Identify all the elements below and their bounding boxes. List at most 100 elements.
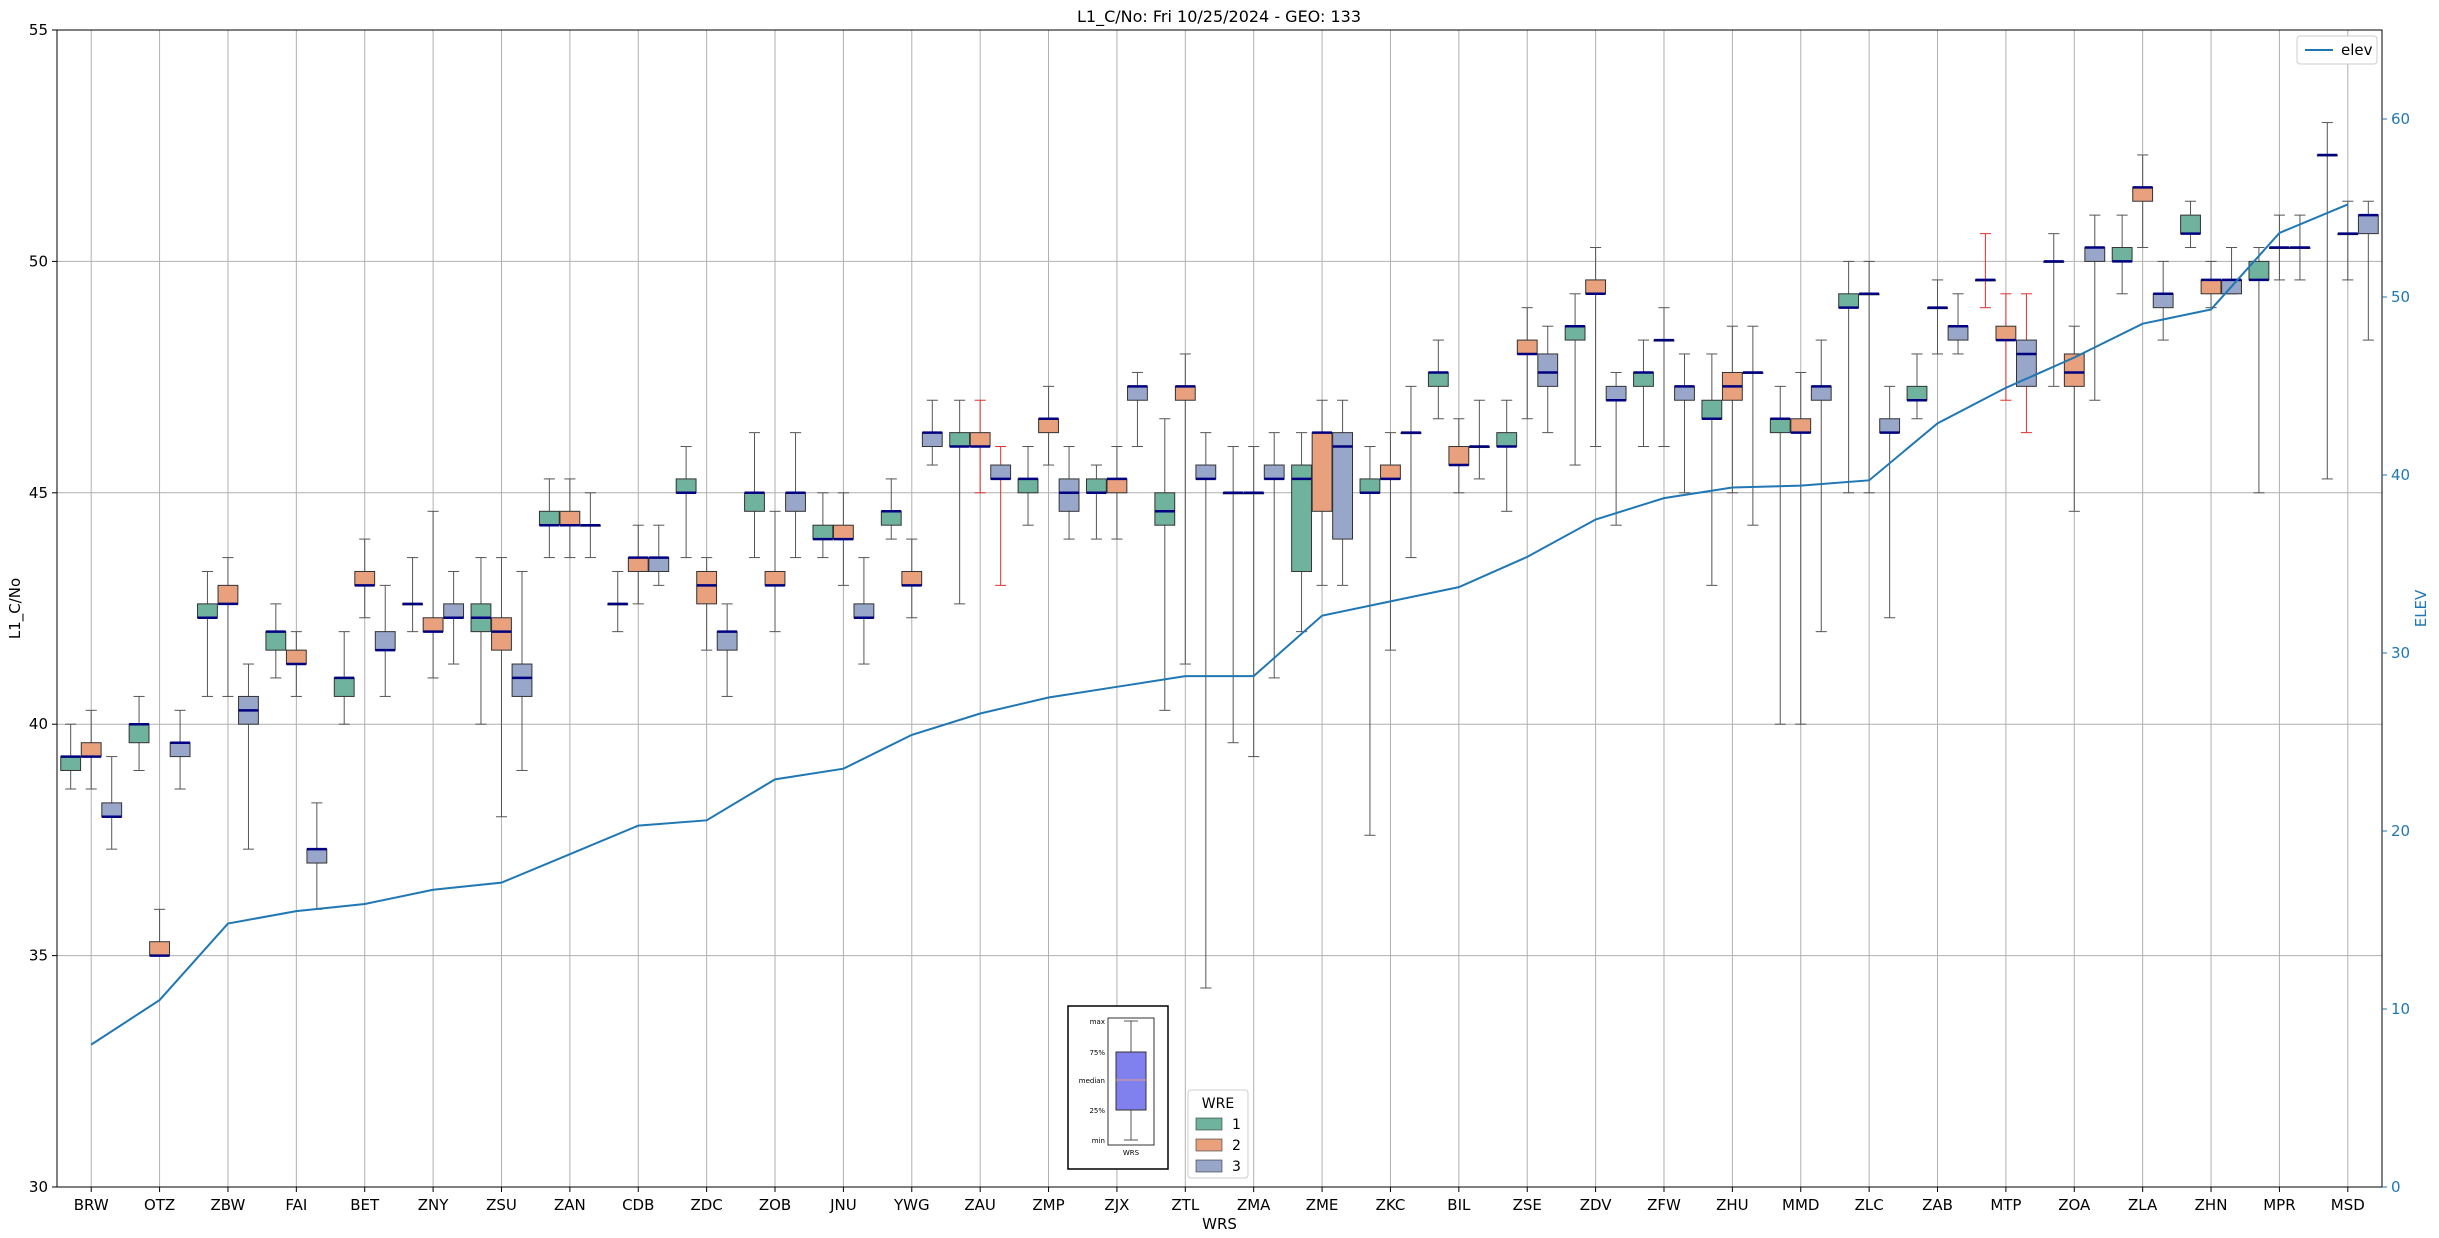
box xyxy=(374,631,396,651)
box-series-3 xyxy=(374,584,396,697)
box xyxy=(1263,464,1285,480)
box-series-3 xyxy=(1468,399,1490,480)
box-series-2 xyxy=(764,510,786,633)
box xyxy=(648,557,670,572)
box-series-3 xyxy=(1605,371,1627,526)
box xyxy=(1995,325,2017,341)
x-tick-label: CDB xyxy=(622,1196,654,1214)
box-series-1 xyxy=(265,603,287,679)
box-series-2 xyxy=(2337,200,2359,281)
y2-tick-label: 40 xyxy=(2391,466,2410,484)
box-series-1 xyxy=(1974,233,1996,309)
x-tick-label: MPR xyxy=(2263,1196,2295,1214)
box xyxy=(1427,371,1449,387)
box-series-2 xyxy=(491,557,512,818)
box xyxy=(1085,478,1107,494)
box-series-3 xyxy=(2152,260,2174,341)
box xyxy=(2132,186,2154,202)
box-series-2 xyxy=(969,399,991,494)
x-tick-label: ZLC xyxy=(1855,1196,1884,1214)
box xyxy=(785,492,806,512)
box-series-2 xyxy=(1927,279,1948,355)
box xyxy=(812,524,834,540)
box-series-2 xyxy=(1995,293,2017,401)
box xyxy=(1332,432,1354,540)
elev-line xyxy=(90,203,2349,1046)
box xyxy=(716,631,738,651)
box-series-2 xyxy=(1585,247,1607,448)
x-tick-label: ZBW xyxy=(211,1196,246,1214)
box xyxy=(1291,464,1312,572)
x-axis-label: WRS xyxy=(1202,1215,1237,1233)
plot-area xyxy=(60,122,2379,989)
box-series-1 xyxy=(744,432,765,559)
box-series-2 xyxy=(354,538,376,619)
inset-xlabel: WRS xyxy=(1123,1149,1140,1157)
x-tick-label: BET xyxy=(350,1196,380,1214)
x-tick-label: ZKC xyxy=(1376,1196,1406,1214)
y2-tick-label: 50 xyxy=(2391,288,2410,306)
legend-wre-label: 1 xyxy=(1232,1117,1241,1133)
x-tick-label: ZSU xyxy=(486,1196,517,1214)
box-series-2 xyxy=(149,908,170,957)
box xyxy=(1838,293,1860,309)
box xyxy=(2063,353,2085,387)
box-series-3 xyxy=(1810,339,1832,633)
box-series-1 xyxy=(1359,446,1381,836)
box xyxy=(149,941,170,957)
y2-axis-label: ELEV xyxy=(2412,589,2430,627)
box-series-2 xyxy=(1243,446,1265,758)
box xyxy=(949,432,971,448)
y-tick-label: 35 xyxy=(29,947,48,965)
x-tick-label: BIL xyxy=(1447,1196,1471,1214)
x-tick-label: OTZ xyxy=(144,1196,175,1214)
box-series-2 xyxy=(559,478,581,559)
box xyxy=(1359,478,1381,494)
legend-wre-frame xyxy=(1187,1089,1249,1179)
legend-elev: elev xyxy=(2296,35,2378,65)
box-series-2 xyxy=(2269,214,2290,281)
box-series-3 xyxy=(716,603,738,697)
box xyxy=(538,510,560,526)
box xyxy=(2357,214,2379,235)
box-series-2 xyxy=(217,557,239,697)
box-series-1 xyxy=(880,478,902,540)
box xyxy=(511,663,533,697)
box-series-3 xyxy=(1263,432,1285,679)
box xyxy=(1790,418,1812,434)
box xyxy=(990,464,1012,480)
y-axis: 30 35 40 45 50 55 xyxy=(29,21,57,1196)
box-series-3 xyxy=(579,492,601,559)
box xyxy=(901,570,923,586)
box-series-2 xyxy=(901,538,923,619)
box xyxy=(1058,478,1080,512)
box xyxy=(969,432,991,448)
box-series-2 xyxy=(1653,307,1675,448)
x-tick-label: ZMP xyxy=(1032,1196,1064,1214)
box xyxy=(1605,385,1627,401)
box-series-3 xyxy=(990,446,1012,586)
x-tick-label: MMD xyxy=(1782,1196,1819,1214)
box-series-1 xyxy=(1291,432,1312,633)
legend-wre: WRE 1 2 3 xyxy=(1187,1089,1249,1179)
box-series-2 xyxy=(2063,325,2085,512)
inset-box xyxy=(1115,1051,1147,1111)
box xyxy=(197,603,218,619)
box-series-3 xyxy=(2015,293,2037,434)
x-tick-label: ZHU xyxy=(1716,1196,1749,1214)
y2-tick-label: 60 xyxy=(2391,110,2410,128)
x-tick-label: JNU xyxy=(829,1196,857,1214)
y-tick-label: 55 xyxy=(29,21,48,39)
box xyxy=(217,584,239,605)
box-series-3 xyxy=(1947,293,1969,355)
box xyxy=(1380,464,1401,480)
box-series-2 xyxy=(1311,399,1333,586)
x-tick-label: ZFW xyxy=(1647,1196,1681,1214)
x-tick-label: ZME xyxy=(1306,1196,1339,1214)
box-series-3 xyxy=(1742,325,1764,526)
box-series-2 xyxy=(1106,446,1128,540)
box-series-2 xyxy=(2200,260,2222,309)
box-series-1 xyxy=(607,570,629,633)
x-tick-label: ZDV xyxy=(1580,1196,1613,1214)
box xyxy=(1516,339,1538,355)
